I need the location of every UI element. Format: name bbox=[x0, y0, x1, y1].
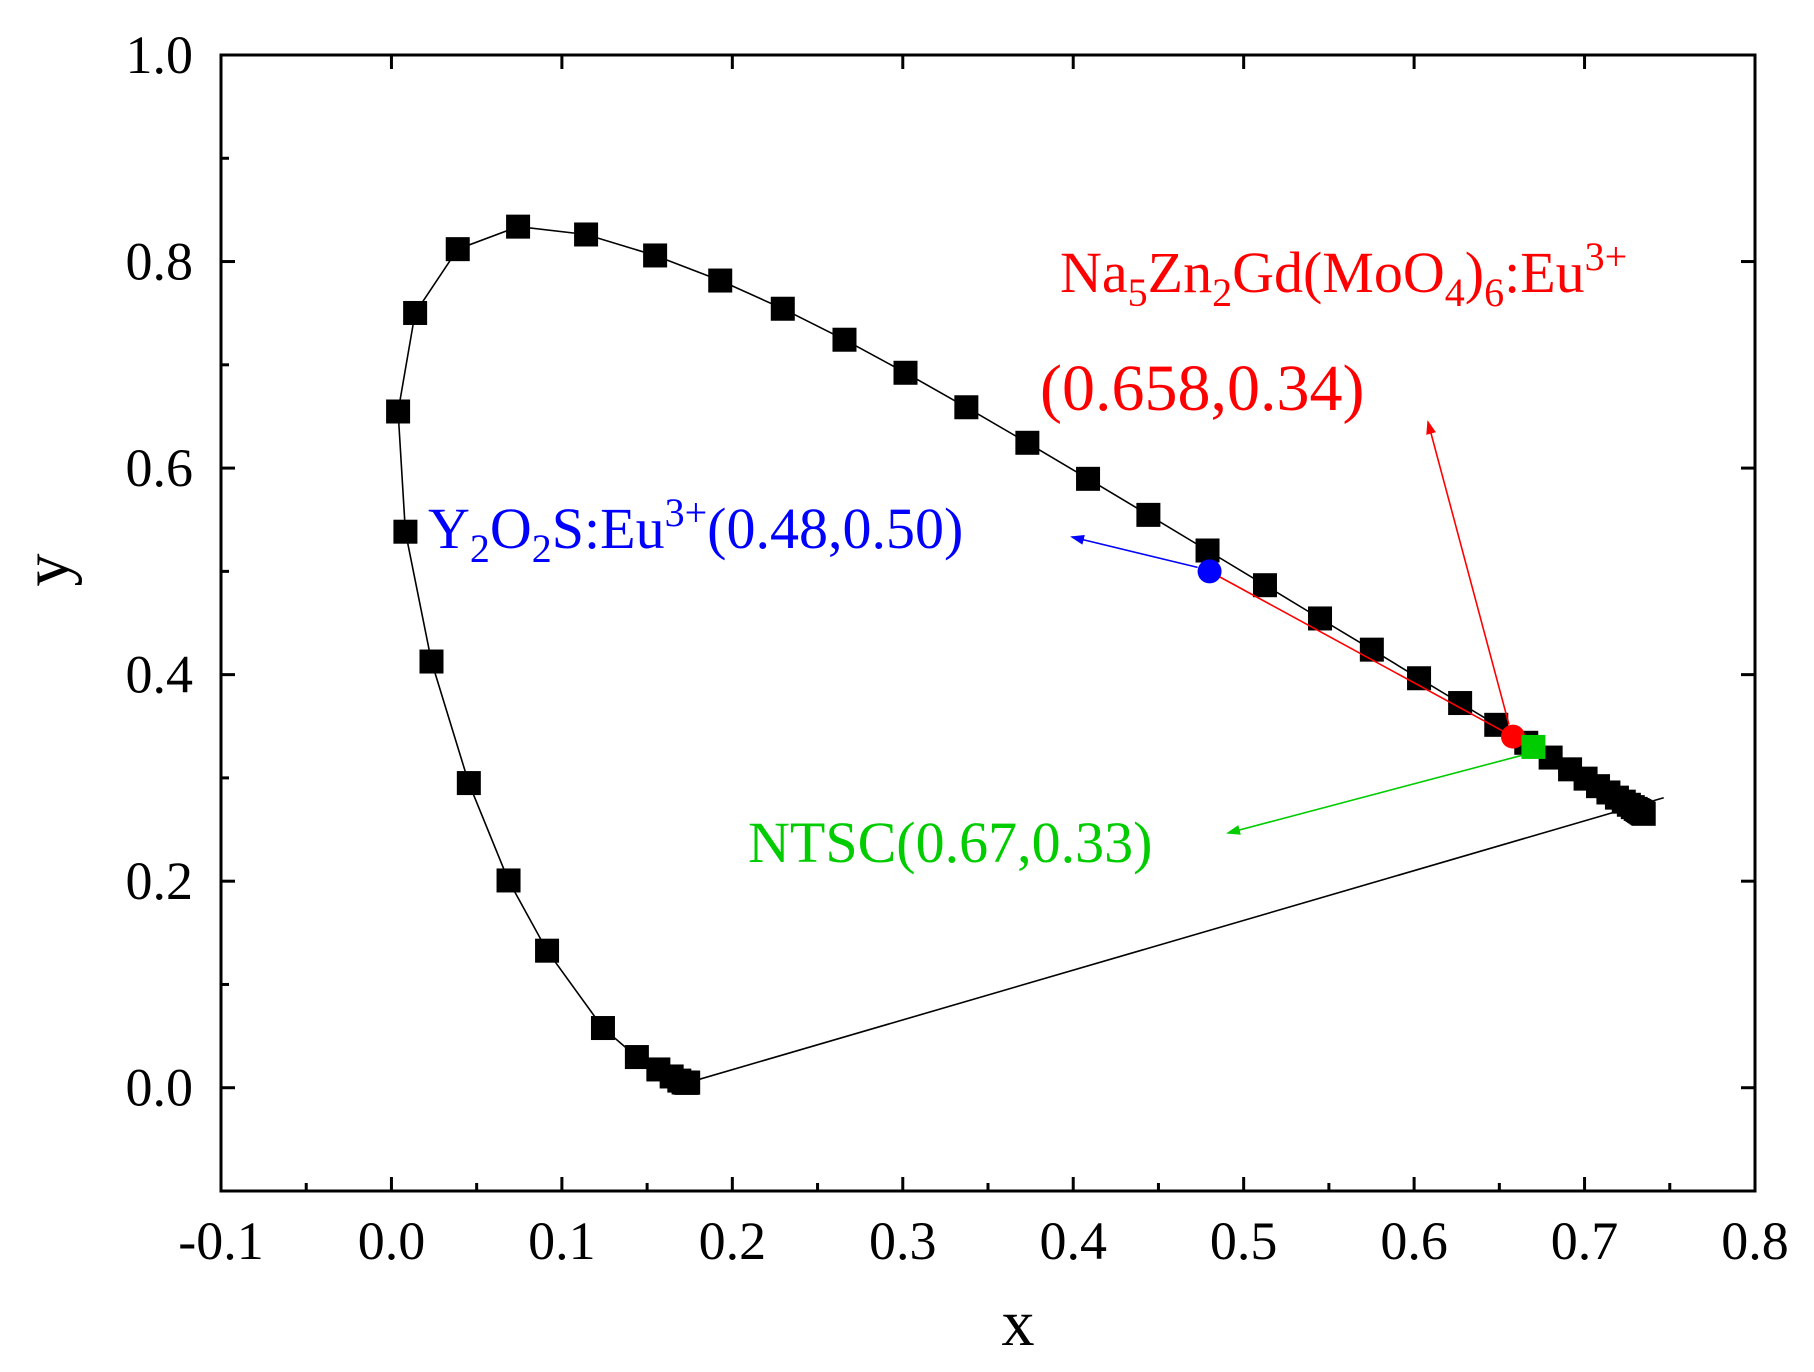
x-tick-label: -0.1 bbox=[178, 1211, 263, 1271]
locus-marker bbox=[1359, 637, 1384, 662]
plot-frame bbox=[219, 53, 1757, 1193]
locus-marker bbox=[403, 300, 428, 325]
locus-marker bbox=[1252, 573, 1277, 598]
purple-line bbox=[687, 796, 1664, 1084]
locus-marker bbox=[708, 268, 733, 293]
locus-marker bbox=[954, 395, 979, 420]
y-tick-label: 0.6 bbox=[126, 438, 194, 498]
locus-marker bbox=[456, 771, 481, 796]
x-tick-label: 0.1 bbox=[528, 1211, 596, 1271]
points-layer bbox=[1197, 559, 1546, 759]
y2o2s-arrow bbox=[1070, 534, 1198, 569]
y2o2s-point bbox=[1197, 559, 1222, 584]
x-tick-label: 0.3 bbox=[869, 1211, 937, 1271]
x-tick-label: 0.6 bbox=[1380, 1211, 1448, 1271]
y-tick-label: 0.2 bbox=[126, 851, 194, 911]
locus-marker bbox=[574, 222, 599, 247]
locus-marker bbox=[506, 214, 531, 239]
locus-marker bbox=[1136, 502, 1161, 527]
spectral-locus-line bbox=[397, 225, 1645, 1084]
locus-marker bbox=[590, 1016, 615, 1041]
ntsc-point bbox=[1521, 734, 1546, 759]
locus-marker bbox=[624, 1045, 649, 1070]
locus-marker bbox=[646, 1057, 671, 1082]
annotation-na5-coords: (0.658,0.34) bbox=[1040, 352, 1364, 425]
locus-marker bbox=[893, 360, 918, 385]
locus-marker bbox=[770, 296, 795, 321]
arrows-layer bbox=[1070, 420, 1524, 835]
locus-marker bbox=[1631, 801, 1656, 826]
locus-marker bbox=[393, 519, 418, 544]
locus-marker bbox=[1015, 430, 1040, 455]
locus-marker bbox=[1076, 466, 1101, 491]
locus-marker bbox=[419, 649, 444, 674]
locus-marker bbox=[445, 237, 470, 262]
ticks-layer: -0.1 0.0 0.1 0.2 0.3 0.4 0.5 0.6 0.7 0.8 0.0 0.2 0.4… bbox=[126, 25, 1789, 1271]
locus-marker bbox=[535, 938, 560, 963]
annotation-ntsc: NTSC(0.67,0.33) bbox=[748, 810, 1152, 875]
y-tick-label: 0.4 bbox=[126, 645, 194, 705]
locus-marker bbox=[386, 399, 411, 424]
ntsc-arrow bbox=[1226, 754, 1524, 835]
na5-arrow bbox=[1426, 420, 1510, 725]
locus-marker bbox=[496, 868, 521, 893]
annotation-na5-formula: Na5Zn2Gd(MoO4)6:Eu3+ bbox=[1060, 234, 1627, 315]
x-axis-title: x bbox=[1002, 1287, 1035, 1360]
locus-marker bbox=[643, 243, 668, 268]
x-tick-label: 0.8 bbox=[1721, 1211, 1789, 1271]
locus-marker bbox=[1407, 666, 1432, 691]
na5-point bbox=[1500, 724, 1525, 749]
locus-marker bbox=[1195, 538, 1220, 563]
x-tick-label: 0.0 bbox=[358, 1211, 426, 1271]
y-tick-label: 0.0 bbox=[126, 1058, 194, 1118]
y-tick-label: 1.0 bbox=[126, 25, 194, 85]
y-axis-title: y bbox=[10, 554, 83, 587]
connector-line bbox=[1209, 570, 1514, 738]
annotation-y2o2s: Y2O2S:Eu3+(0.48,0.50) bbox=[428, 490, 963, 571]
x-tick-label: 0.5 bbox=[1210, 1211, 1278, 1271]
x-tick-label: 0.4 bbox=[1039, 1211, 1107, 1271]
x-tick-label: 0.7 bbox=[1551, 1211, 1619, 1271]
x-tick-label: 0.2 bbox=[699, 1211, 767, 1271]
locus-layer bbox=[386, 214, 1664, 1095]
locus-marker bbox=[832, 327, 857, 352]
y-tick-label: 0.8 bbox=[126, 232, 194, 292]
